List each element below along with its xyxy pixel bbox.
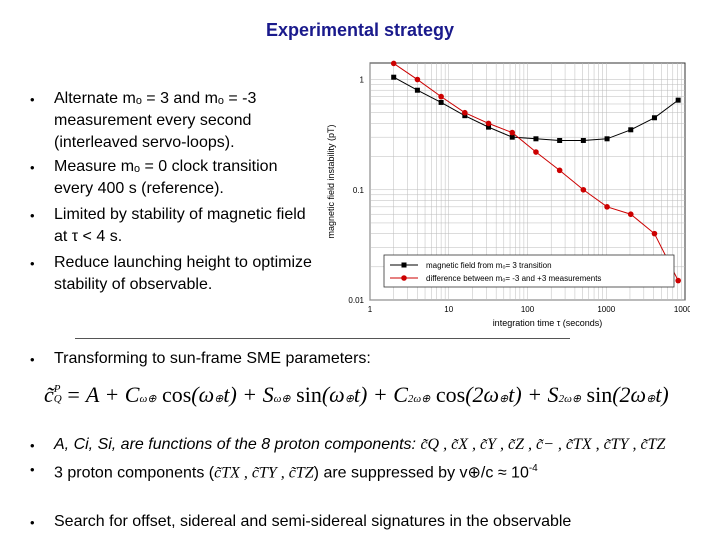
bullet-search: Search for offset, sidereal and semi-sid… <box>54 513 572 530</box>
bullet-marker: • <box>30 462 35 477</box>
bullet-suppressed-text-a: 3 proton components ( <box>54 464 215 482</box>
data-point-square <box>557 137 563 143</box>
bullet-reduce: Reduce launching height to optimize stab… <box>54 252 316 296</box>
y-tick-label: 0.1 <box>353 186 365 195</box>
sme-equation: c̃QP = A + Cω⊕ cos(ω⊕t) + Sω⊕ sin(ω⊕t) +… <box>44 382 669 407</box>
legend-label: magnetic field from mₒ= 3 transition <box>426 261 552 270</box>
x-tick-label: 10 <box>444 305 453 314</box>
bullet-limited-text: Limited by stability of magnetic field a… <box>54 206 306 245</box>
data-point-circle <box>390 60 397 67</box>
data-point-square <box>509 134 515 140</box>
bullet-alternate: Alternate mₒ = 3 and mₒ = -3 measurement… <box>54 88 316 154</box>
bullet-functions-text: A, Ci, Si, are functions of the 8 proton… <box>54 436 416 453</box>
data-point-square <box>414 87 420 93</box>
data-point-circle <box>580 186 587 193</box>
data-point-circle <box>485 120 492 127</box>
y-tick-label: 0.01 <box>348 296 364 305</box>
legend-label: difference between mₒ= -3 and +3 measure… <box>426 274 601 283</box>
bullet-suppressed: 3 proton components (c̃TX , c̃TY , c̃TZ)… <box>54 458 704 484</box>
bullet-marker: • <box>30 92 35 107</box>
bullet-limited: Limited by stability of magnetic field a… <box>54 204 316 248</box>
bullet-measure-text: Measure mₒ = 0 clock transition every 40… <box>54 158 278 197</box>
slide-title: Experimental strategy <box>265 20 455 40</box>
bullet-suppressed-text-b: ) are suppressed by v⊕/c ≈ 10 <box>313 464 529 482</box>
data-point-circle <box>651 230 658 237</box>
data-point-square <box>533 136 539 142</box>
bullet-functions: A, Ci, Si, are functions of the 8 proton… <box>54 434 704 456</box>
x-axis-label: integration time τ (seconds) <box>493 318 603 328</box>
data-point-circle <box>675 277 681 284</box>
bullet-measure: Measure mₒ = 0 clock transition every 40… <box>54 156 316 200</box>
data-point-circle <box>414 76 421 83</box>
data-point-square <box>438 99 444 105</box>
bullet-reduce-text: Reduce launching height to optimize stab… <box>54 254 312 293</box>
data-point-circle <box>533 149 539 155</box>
proton-components-math: c̃Q , c̃X , c̃Y , c̃Z , c̃− , c̃TX , c̃T… <box>420 436 666 453</box>
data-point-circle <box>509 129 516 136</box>
data-point-square <box>462 113 468 119</box>
bullet-sme: Transforming to sun-frame SME parameters… <box>54 350 371 367</box>
x-tick-label: 1 <box>368 305 373 314</box>
data-point-circle <box>604 204 610 210</box>
data-point-square <box>391 74 397 80</box>
data-point-circle <box>438 93 444 100</box>
divider <box>75 338 570 339</box>
bullet-suppressed-exponent: -4 <box>528 463 538 474</box>
data-point-square <box>628 127 634 133</box>
bullet-marker: • <box>30 352 35 367</box>
suppressed-components-math: c̃TX , c̃TY , c̃TZ <box>214 464 314 482</box>
data-point-square <box>580 137 586 143</box>
data-point-square <box>604 136 610 142</box>
data-point-circle <box>556 167 563 174</box>
legend-box <box>383 254 675 288</box>
x-tick-label: 100 <box>521 305 535 314</box>
bullet-marker: • <box>30 438 35 453</box>
data-point-square <box>486 124 492 130</box>
x-tick-label: 1000 <box>597 305 615 314</box>
data-point-square <box>651 115 657 121</box>
data-point-circle <box>462 109 468 116</box>
bullet-marker: • <box>30 208 35 223</box>
y-axis-label: magnetic field instability (pT) <box>326 124 336 238</box>
data-point-circle <box>627 211 634 218</box>
bullet-marker: • <box>30 256 35 271</box>
y-tick-label: 1 <box>360 76 365 85</box>
data-point-square <box>675 97 681 103</box>
bullet-alternate-text: Alternate mₒ = 3 and mₒ = -3 measurement… <box>54 90 257 151</box>
legend-marker-square <box>401 262 407 268</box>
bullet-marker: • <box>30 515 35 530</box>
legend-marker-circle <box>401 275 407 281</box>
bullet-marker: • <box>30 160 35 175</box>
